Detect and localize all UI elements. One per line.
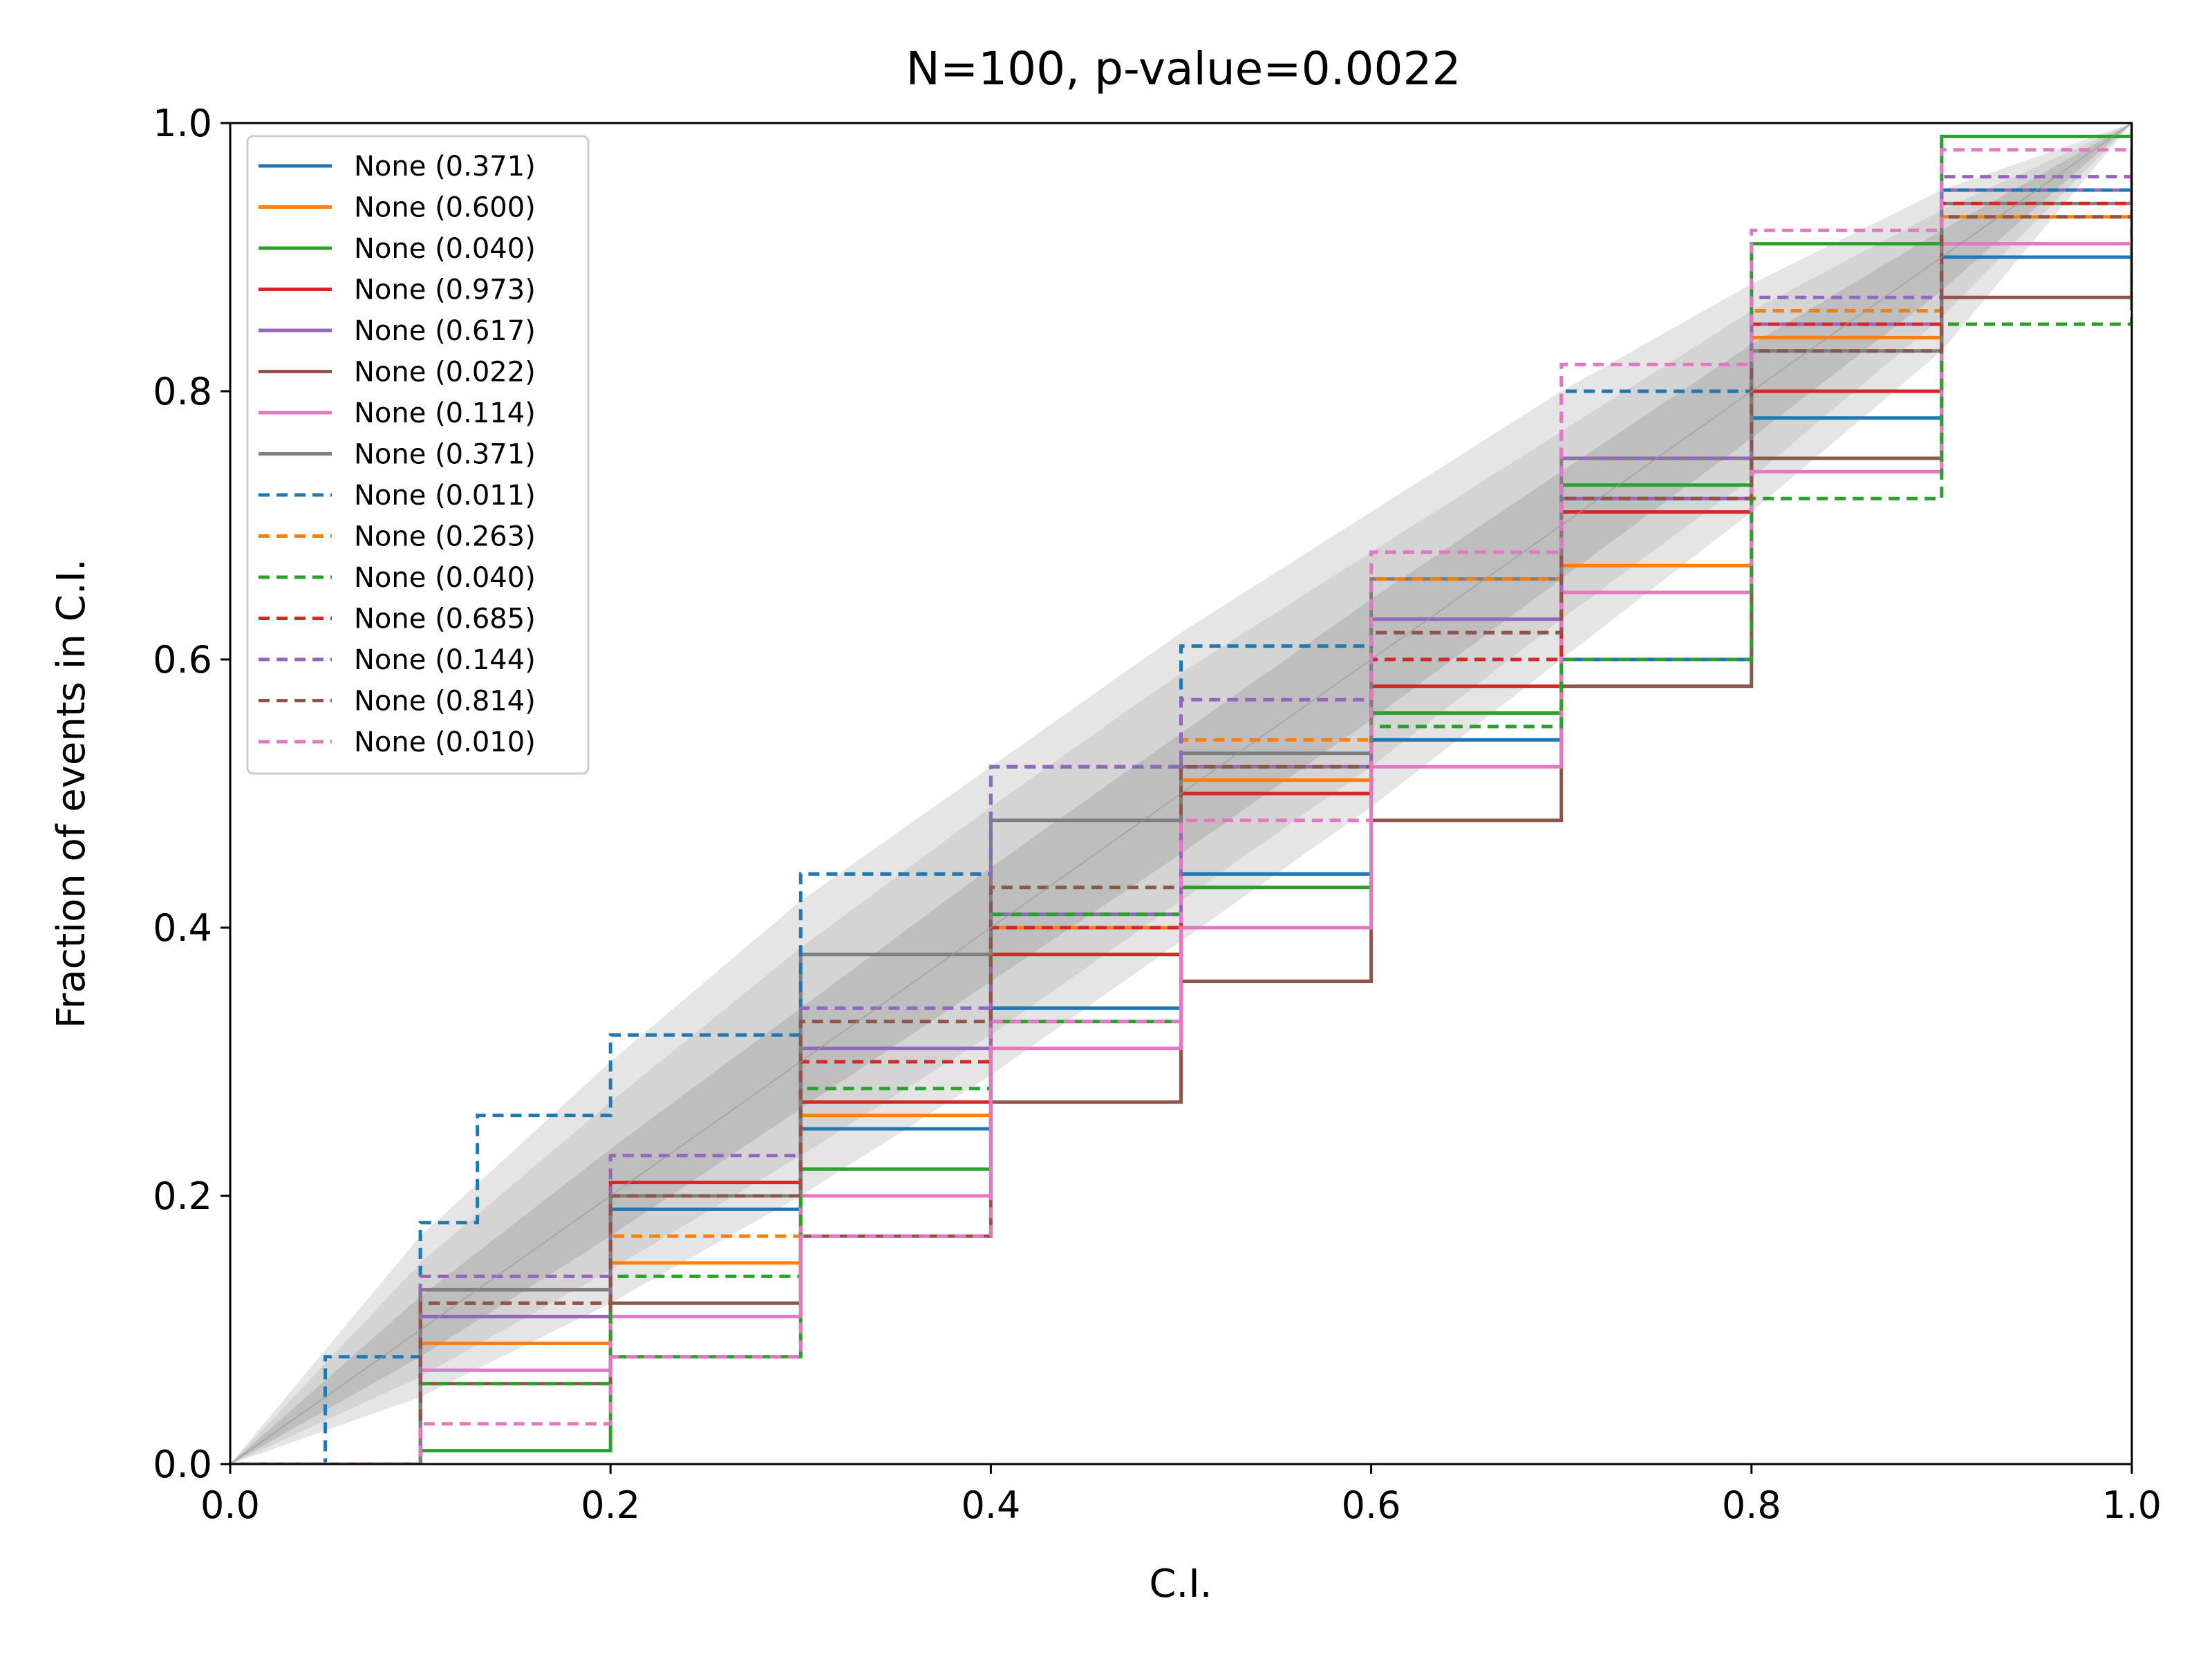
legend-label: None (0.371) <box>354 151 536 182</box>
plot-frame <box>229 122 2133 1465</box>
series-line-14 <box>230 123 2132 1464</box>
x-tick-label: 0.0 <box>200 1483 260 1527</box>
legend-item: None (0.371) <box>259 439 536 471</box>
diagonal-reference <box>230 123 2132 1464</box>
legend-label: None (0.144) <box>354 644 536 676</box>
legend-label: None (0.371) <box>354 439 536 471</box>
legend-item: None (0.022) <box>259 357 536 388</box>
y-axis-ticks: 0.0 0.2 0.4 0.6 0.8 1.0 <box>153 102 230 1486</box>
series-lines <box>230 123 2132 1464</box>
legend-item: None (0.973) <box>259 274 536 306</box>
legend-label: None (0.973) <box>354 274 536 306</box>
legend-item: None (0.814) <box>259 686 536 718</box>
legend-item: None (0.114) <box>259 397 536 429</box>
legend-item: None (0.371) <box>259 151 536 182</box>
legend-label: None (0.814) <box>354 686 536 718</box>
legend-item: None (0.144) <box>259 644 536 676</box>
legend-label: None (0.114) <box>354 397 536 429</box>
legend-item: None (0.011) <box>259 480 536 512</box>
plot-area <box>230 123 2132 1464</box>
y-tick-label: 0.0 <box>153 1443 212 1486</box>
legend-label: None (0.011) <box>354 480 536 512</box>
y-tick-label: 0.8 <box>153 370 212 413</box>
x-tick-label: 0.4 <box>961 1483 1020 1527</box>
y-tick-label: 0.4 <box>153 906 212 950</box>
legend-item: None (0.040) <box>259 233 536 265</box>
legend-label: None (0.040) <box>354 233 536 265</box>
x-tick-label: 0.2 <box>581 1483 640 1527</box>
y-tick-label: 0.2 <box>153 1174 212 1218</box>
legend-label: None (0.617) <box>354 315 536 347</box>
legend-label: None (0.685) <box>354 603 536 635</box>
legend-label: None (0.600) <box>354 192 536 224</box>
x-axis-ticks: 0.0 0.2 0.4 0.6 0.8 1.0 <box>200 1464 2162 1527</box>
y-tick-label: 1.0 <box>153 102 212 145</box>
legend-item: None (0.617) <box>259 315 536 347</box>
chart-title: N=100, p-value=0.0022 <box>906 42 1461 95</box>
legend-item: None (0.010) <box>259 727 536 758</box>
series-line-15 <box>230 123 2132 1464</box>
series-line-13 <box>230 123 2132 1464</box>
x-axis-label: C.I. <box>1149 1562 1212 1606</box>
legend-item: None (0.600) <box>259 192 536 224</box>
legend-label: None (0.010) <box>354 727 536 758</box>
legend-label: None (0.022) <box>354 357 536 388</box>
legend-frame <box>246 135 590 775</box>
legend-item: None (0.263) <box>259 521 536 553</box>
legend-item: None (0.685) <box>259 603 536 635</box>
y-axis-label: Fraction of events in C.I. <box>49 559 94 1029</box>
x-tick-label: 1.0 <box>2102 1483 2162 1527</box>
legend-item: None (0.040) <box>259 562 536 594</box>
y-tick-label: 0.6 <box>153 638 212 682</box>
legend: None (0.371) None (0.600) None (0.040) None… <box>246 135 590 775</box>
x-tick-label: 0.8 <box>1722 1483 1781 1527</box>
legend-label: None (0.040) <box>354 562 536 594</box>
x-tick-label: 0.6 <box>1342 1483 1401 1527</box>
legend-label: None (0.263) <box>354 521 536 553</box>
